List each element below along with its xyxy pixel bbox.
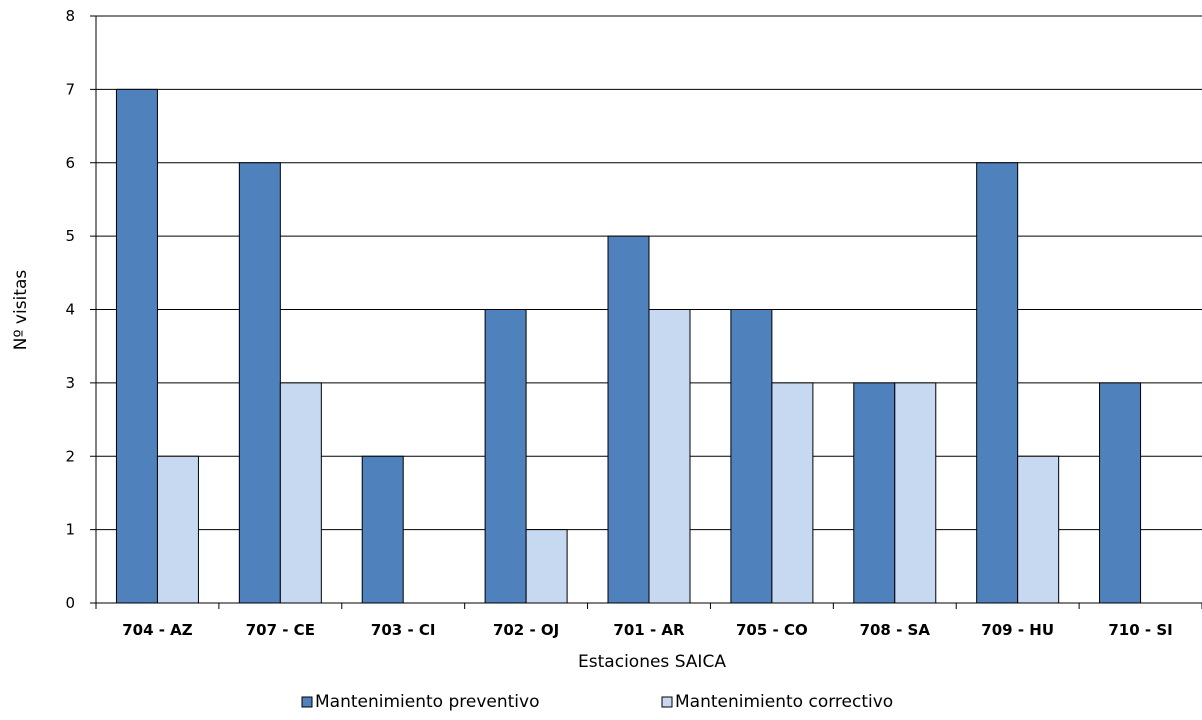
y-tick-label: 3 [65,374,75,392]
bars [115,88,1142,604]
bar-correctivo [156,455,199,604]
bar-correctivo [648,309,691,604]
bar-preventivo [484,309,527,604]
bar-correctivo [1017,455,1060,604]
y-tick-label: 5 [65,227,75,245]
bar-correctivo [894,382,937,604]
legend: Mantenimiento preventivo Mantenimiento co… [301,692,893,712]
y-tick-label: 8 [65,7,75,25]
y-tick-label: 0 [65,594,75,612]
bar-correctivo [279,382,322,604]
y-axis-title: Nº visitas [11,270,31,351]
y-tick-labels: 0 1 2 3 4 5 6 7 8 [65,7,75,612]
legend-swatch [661,696,673,708]
x-tick-label: 705 - CO [736,621,808,639]
x-axis-title: Estaciones SAICA [578,652,726,672]
x-tick-label: 709 - HU [981,621,1054,639]
bar-correctivo [525,529,568,604]
x-tick-label: 702 - OJ [493,621,559,639]
x-tick-label: 710 - SI [1108,621,1172,639]
x-tick-label: 704 - AZ [122,621,193,639]
y-tick-label: 7 [65,80,75,98]
y-tick-label: 2 [65,447,75,465]
bar-preventivo [238,162,281,604]
x-tick-label: 703 - CI [371,621,436,639]
bar-preventivo [115,88,158,604]
bar-preventivo [853,382,896,604]
x-tick-label: 707 - CE [246,621,315,639]
x-tick-label: 701 - AR [613,621,685,639]
x-tick-labels: 704 - AZ 707 - CE 703 - CI 702 - OJ 701 - AR… [122,621,1173,639]
y-tick-label: 1 [65,521,75,539]
legend-label: Mantenimiento preventivo [315,692,539,712]
y-tick-label: 6 [65,154,75,172]
bar-preventivo [1099,382,1142,604]
bar-preventivo [361,455,404,604]
bar-preventivo [730,309,773,604]
legend-label: Mantenimiento correctivo [675,692,893,712]
bar-preventivo [976,162,1019,604]
y-tick-label: 4 [65,301,75,319]
bar-correctivo [771,382,814,604]
axes [90,15,1202,609]
x-tick-label: 708 - SA [860,621,931,639]
legend-swatch [301,696,313,708]
bar-preventivo [607,235,650,604]
